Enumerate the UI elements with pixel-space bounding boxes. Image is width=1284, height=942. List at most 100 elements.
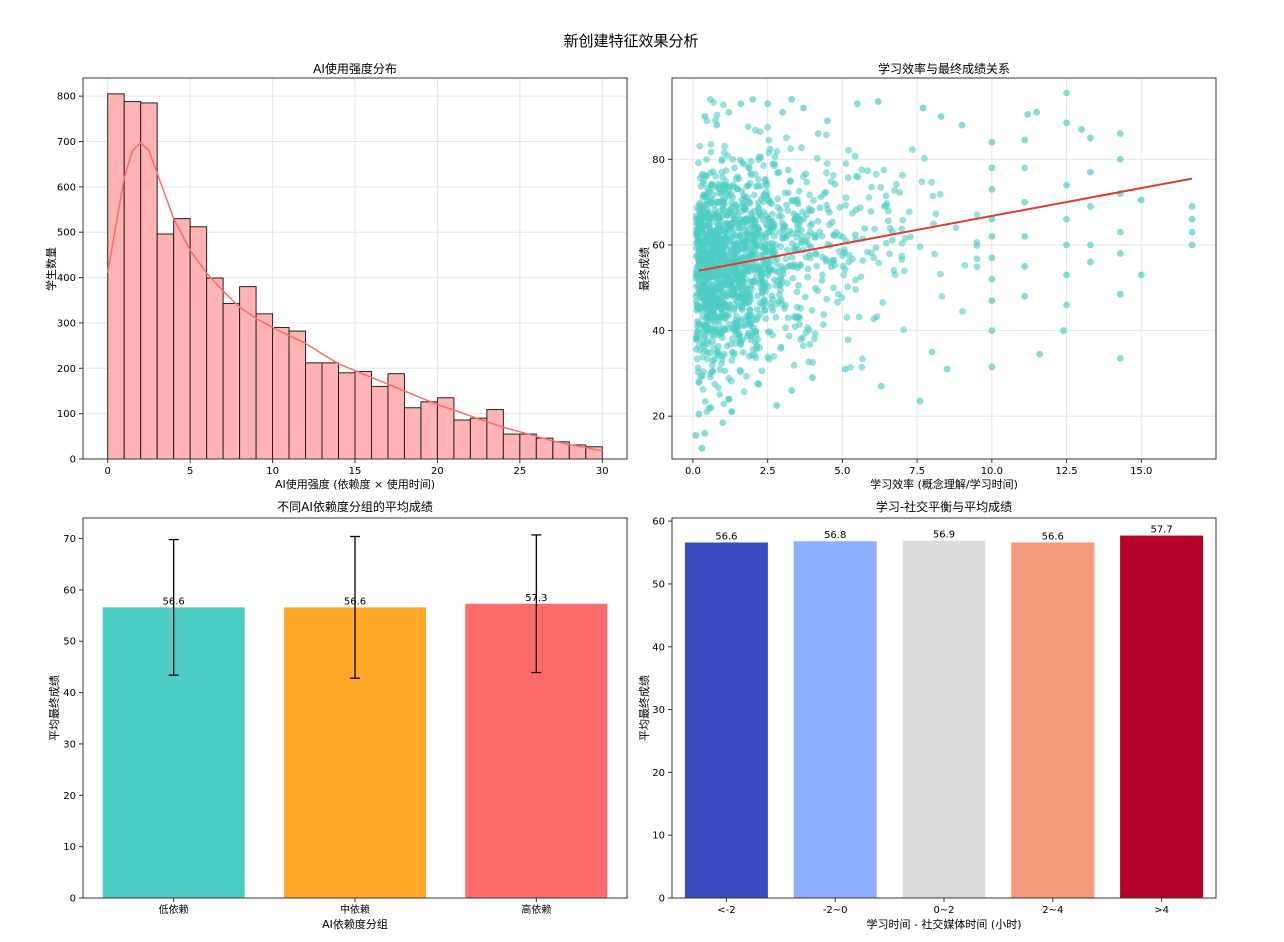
scatter-cloud-point [741, 321, 749, 329]
scatter-cloud-point [886, 224, 894, 232]
scatter-cloud-point [838, 294, 846, 301]
scatter-cloud-point [769, 240, 776, 247]
scatter-cloud-point [722, 242, 729, 250]
histogram-bar [403, 407, 422, 460]
scatter-cloud-point [784, 314, 792, 322]
scatter-cloud-point [780, 234, 787, 242]
scatter-cloud-point [872, 244, 880, 252]
scatter-cloud-point [770, 233, 778, 240]
histogram-bar [502, 433, 521, 460]
scatter-cloud-point [938, 293, 946, 300]
scatter-cloud-point [830, 256, 838, 264]
scatter-cloud-point [754, 313, 762, 321]
scatter-cloud-point [973, 239, 981, 246]
scatter-point [1116, 354, 1124, 362]
scatter-cloud-point [714, 230, 722, 238]
y-tick-label: 600 [57, 182, 76, 193]
scatter-cloud-point [778, 300, 786, 308]
scatter-cloud-point [818, 232, 826, 240]
scatter-cloud-point [758, 182, 765, 190]
scatter-point [713, 121, 721, 129]
dependency-xlabel: AI依赖度分组 [322, 917, 388, 931]
bar-value-label: 57.3 [525, 593, 547, 604]
histogram-bar [140, 102, 158, 460]
scatter-cloud-point [826, 221, 833, 229]
scatter-cloud-point [784, 207, 792, 215]
histogram-bar [222, 302, 241, 460]
scatter-cloud-point [803, 237, 810, 245]
scatter-cloud-point [774, 195, 782, 203]
scatter-cloud-point [746, 322, 754, 330]
histogram-bar [535, 437, 554, 460]
scatter-point [1021, 198, 1029, 206]
x-tick-label: 30 [596, 466, 609, 477]
scatter-point [1116, 290, 1124, 298]
scatter-cloud-point [754, 292, 761, 300]
scatter-cloud-point [696, 142, 704, 150]
scatter-cloud-point [842, 160, 850, 167]
scatter-cloud-point [733, 297, 741, 305]
scatter-cloud-point [731, 164, 738, 172]
scatter-cloud-point [750, 191, 758, 199]
scatter-cloud-point [760, 162, 767, 170]
scatter-cloud-point [709, 324, 716, 332]
scatter-cloud-point [704, 238, 712, 246]
scatter-cloud-point [727, 190, 735, 198]
scatter-cloud-point [693, 355, 701, 363]
scatter-point [725, 395, 733, 403]
y-tick-label: 800 [57, 92, 76, 103]
scatter-cloud-point [973, 211, 981, 219]
scatter-cloud-point [787, 145, 795, 153]
scatter-cloud-point [788, 240, 796, 247]
histogram-bar [288, 330, 307, 460]
scatter-cloud-point [725, 220, 733, 228]
scatter-cloud-point [882, 239, 890, 247]
scatter-point [1078, 125, 1085, 133]
scatter-cloud-point [706, 261, 714, 269]
scatter-cloud-point [730, 351, 737, 359]
x-tick-label: 0.0 [685, 466, 701, 477]
histogram-bar [469, 417, 488, 460]
scatter-point [809, 374, 816, 382]
scatter-cloud-point [888, 236, 896, 244]
scatter-cloud-point [710, 235, 717, 242]
kde-curve [106, 141, 603, 452]
scatter-cloud-point [701, 398, 709, 405]
y-tick-label: 40 [63, 688, 76, 699]
scatter-cloud-point [725, 374, 733, 382]
scatter-cloud-point [736, 225, 743, 232]
scatter-cloud-point [788, 197, 796, 205]
scatter-title: 学习效率与最终成绩关系 [878, 61, 1010, 76]
balance-ylabel: 平均最终成绩 [637, 675, 651, 741]
scatter-point [1063, 181, 1070, 189]
scatter-cloud-point [766, 228, 773, 236]
scatter-cloud-point [736, 339, 744, 347]
scatter-cloud-point [823, 295, 831, 303]
scatter-cloud-point [882, 192, 890, 200]
panel-study-social-balance: 学习-社交平衡与平均成绩 56.6 56.8 56.9 56.6 57.7 0 10 20 3… [637, 499, 1217, 931]
scatter-cloud-point [747, 157, 755, 165]
scatter-cloud-point [728, 408, 736, 415]
y-tick-label: 50 [652, 579, 665, 590]
scatter-point [1087, 258, 1094, 266]
scatter-cloud-point [898, 256, 906, 263]
scatter-cloud-point [899, 171, 906, 179]
scatter-point [698, 444, 706, 452]
scatter-cloud-point [844, 336, 852, 344]
scatter-cloud-point [709, 270, 716, 278]
scatter-point [988, 363, 996, 371]
histogram-bar [255, 313, 274, 460]
scatter-cloud-point [777, 275, 785, 283]
scatter-cloud-point [816, 204, 824, 212]
scatter-cloud-point [777, 345, 785, 352]
scatter-cloud-point [794, 200, 802, 208]
scatter-cloud-point [772, 314, 780, 321]
scatter-cloud-point [718, 288, 725, 295]
y-tick-label: 0 [659, 894, 665, 905]
scatter-cloud-point [721, 367, 729, 375]
scatter-cloud-point [720, 101, 727, 109]
scatter-cloud-point [811, 335, 818, 343]
scatter-cloud-point [700, 287, 708, 295]
histogram-bars [107, 93, 603, 460]
